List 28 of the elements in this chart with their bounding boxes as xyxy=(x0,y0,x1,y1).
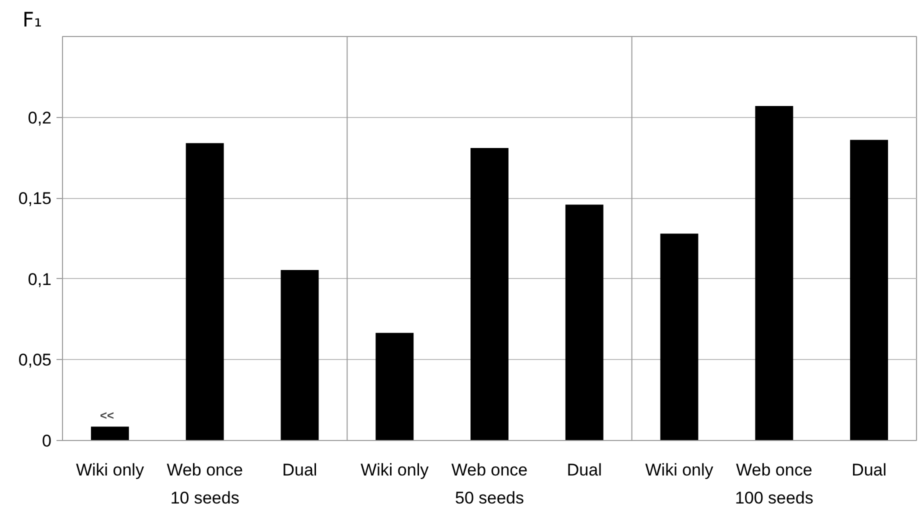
y-tick-label: 0,15 xyxy=(18,189,52,208)
y-axis-title: F₁ xyxy=(22,8,42,32)
y-tick-label: 0,05 xyxy=(18,350,52,370)
x-tick-label: Web once xyxy=(736,460,812,480)
bar xyxy=(850,140,888,440)
x-tick-label: Web once xyxy=(451,460,528,480)
x-tick-label: Dual xyxy=(282,460,318,480)
x-tick-label: Wiki only xyxy=(645,460,714,480)
bar xyxy=(376,332,414,440)
bar xyxy=(470,148,508,440)
bar xyxy=(660,234,698,440)
bar xyxy=(186,143,224,440)
text: 50 seeds xyxy=(455,488,524,508)
x-tick-label: Web once xyxy=(166,460,243,480)
bar xyxy=(280,270,319,440)
text: 10 seeds xyxy=(170,488,240,508)
x-tick-label: Dual xyxy=(566,460,602,480)
annotation: << xyxy=(100,408,114,423)
x-tick-label: Wiki only xyxy=(76,460,144,480)
y-tick-label: 0,1 xyxy=(28,270,52,289)
y-tick-label: 0 xyxy=(42,432,52,450)
bar xyxy=(90,426,129,440)
bar xyxy=(565,204,604,440)
text: 100 seeds xyxy=(734,488,814,508)
y-tick-label: 0,2 xyxy=(28,108,52,128)
bar xyxy=(755,106,794,440)
x-tick-label: Dual xyxy=(852,460,887,480)
x-tick-label: Wiki only xyxy=(360,460,430,480)
